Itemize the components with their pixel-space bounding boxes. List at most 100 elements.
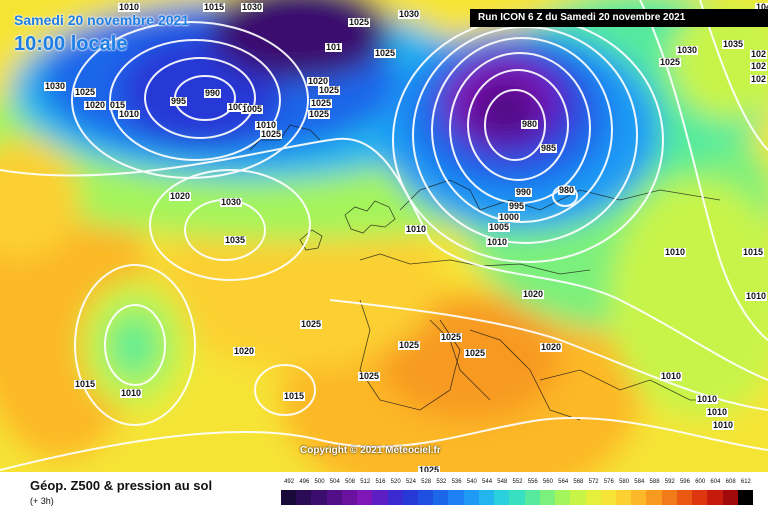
isobar-label: 015 bbox=[109, 100, 127, 110]
isobar-label: 102 bbox=[750, 49, 768, 59]
isobar-label: 1015 bbox=[742, 247, 765, 257]
scale-label: 556 bbox=[527, 479, 538, 485]
scale-swatch bbox=[494, 490, 510, 505]
scale-label: 508 bbox=[345, 479, 356, 485]
isobar-label: 1025 bbox=[374, 48, 397, 58]
isobar-label: 1025 bbox=[659, 57, 682, 67]
scale-swatch bbox=[692, 490, 708, 505]
scale-swatch bbox=[326, 490, 343, 505]
scale-label: 588 bbox=[649, 479, 660, 485]
scale-label: 496 bbox=[299, 479, 310, 485]
scale-label: 516 bbox=[375, 479, 386, 485]
isobar-label: 1030 bbox=[241, 2, 264, 12]
scale-swatch bbox=[646, 490, 663, 505]
scale-label: 492 bbox=[284, 479, 295, 485]
scale-label: 524 bbox=[405, 479, 416, 485]
isobar-label: 1025 bbox=[464, 348, 487, 358]
isobar-label: 1025 bbox=[348, 17, 371, 27]
scale-swatch bbox=[402, 490, 419, 505]
scale-swatch bbox=[524, 490, 541, 505]
scale-label: 580 bbox=[619, 479, 630, 485]
scale-label: 564 bbox=[558, 479, 569, 485]
legend-bar: Géop. Z500 & pression au sol (+ 3h) 492 4… bbox=[0, 472, 768, 512]
isobar-label: 1010 bbox=[118, 2, 141, 12]
isobar-label: 995 bbox=[170, 96, 188, 106]
isobar-label: 1025 bbox=[74, 87, 97, 97]
isobar-label: 1035 bbox=[224, 235, 247, 245]
scale-swatch bbox=[661, 490, 678, 505]
isobar-label: 1020 bbox=[307, 76, 330, 86]
isobar-label: 1045 bbox=[755, 3, 768, 12]
isobar-label: 1015 bbox=[283, 391, 306, 401]
isobar-label: 1025 bbox=[308, 109, 331, 119]
legend-subtitle: (+ 3h) bbox=[30, 496, 54, 506]
isobar-label: 1010 bbox=[712, 420, 735, 430]
scale-label: 576 bbox=[603, 479, 614, 485]
scale-swatch bbox=[539, 490, 556, 505]
isobar-label: 1000 bbox=[498, 212, 521, 222]
scale-swatch bbox=[707, 490, 724, 505]
isobar-label: 102 bbox=[750, 74, 768, 84]
scale-label: 572 bbox=[588, 479, 599, 485]
color-scale: 492 496 500 504 508 512 516 520 524 528 532 536 540 5… bbox=[281, 479, 754, 505]
isobar-label: 101 bbox=[325, 42, 343, 52]
isobar-label: 1020 bbox=[233, 346, 256, 356]
forecast-time: 10:00 locale bbox=[14, 33, 128, 55]
scale-swatch bbox=[555, 490, 571, 505]
isobar-label: 1005 bbox=[241, 104, 264, 114]
isobar-label: 1025 bbox=[260, 129, 283, 139]
scale-label: 568 bbox=[573, 479, 584, 485]
isobar-label: 980 bbox=[558, 185, 576, 195]
isobar-label: 1010 bbox=[706, 407, 729, 417]
isobar-label: 1025 bbox=[310, 98, 333, 108]
isobar-label: 1010 bbox=[255, 120, 278, 130]
isobar-label: 980 bbox=[521, 119, 539, 129]
isobar-label: 1015 bbox=[203, 2, 226, 12]
scale-label: 528 bbox=[421, 479, 432, 485]
isobar-label: 102 bbox=[750, 61, 768, 71]
scale-swatch bbox=[433, 490, 449, 505]
scale-label: 552 bbox=[512, 479, 523, 485]
isobar-label: 1030 bbox=[44, 81, 67, 91]
legend-title: Géop. Z500 & pression au sol bbox=[30, 478, 213, 493]
scale-swatch bbox=[311, 490, 328, 505]
isobar-label: 1035 bbox=[722, 39, 745, 49]
isobar-label: 995 bbox=[508, 201, 526, 211]
scale-swatch bbox=[372, 490, 389, 505]
isobar-label: 1010 bbox=[120, 388, 143, 398]
scale-swatch bbox=[341, 490, 358, 505]
scale-swatch bbox=[615, 490, 632, 505]
scale-label: 548 bbox=[497, 479, 508, 485]
isobar-lines bbox=[0, 0, 768, 470]
scale-swatch bbox=[722, 490, 739, 505]
scale-label: 608 bbox=[725, 479, 736, 485]
scale-label: 500 bbox=[314, 479, 325, 485]
isobar-label: 1005 bbox=[488, 222, 511, 232]
scale-label: 592 bbox=[664, 479, 675, 485]
run-info: Run ICON 6 Z du Samedi 20 novembre 2021 bbox=[470, 9, 768, 27]
scale-label: 532 bbox=[436, 479, 447, 485]
scale-swatch bbox=[737, 490, 754, 505]
scale-swatch bbox=[448, 490, 465, 505]
scale-label: 512 bbox=[360, 479, 371, 485]
isobar-label: 1010 bbox=[405, 224, 428, 234]
isobar-label: 1025 bbox=[318, 85, 341, 95]
isobar-label: 1010 bbox=[664, 247, 687, 257]
scale-swatch bbox=[463, 490, 480, 505]
scale-swatch bbox=[676, 490, 693, 505]
isobar-label: 1025 bbox=[398, 340, 421, 350]
scale-label: 536 bbox=[451, 479, 462, 485]
isobar-label: 1025 bbox=[418, 465, 441, 475]
isobar-label: 1010 bbox=[696, 394, 719, 404]
isobar-label: 1010 bbox=[486, 237, 509, 247]
isobar-label: 1030 bbox=[398, 9, 421, 19]
z500-color-field bbox=[0, 0, 768, 472]
scale-label: 560 bbox=[542, 479, 553, 485]
scale-label: 584 bbox=[634, 479, 645, 485]
scale-swatch bbox=[296, 490, 312, 505]
scale-swatch bbox=[281, 490, 297, 505]
scale-swatch bbox=[600, 490, 617, 505]
forecast-date: Samedi 20 novembre 2021 bbox=[14, 12, 190, 28]
scale-label: 540 bbox=[466, 479, 477, 485]
